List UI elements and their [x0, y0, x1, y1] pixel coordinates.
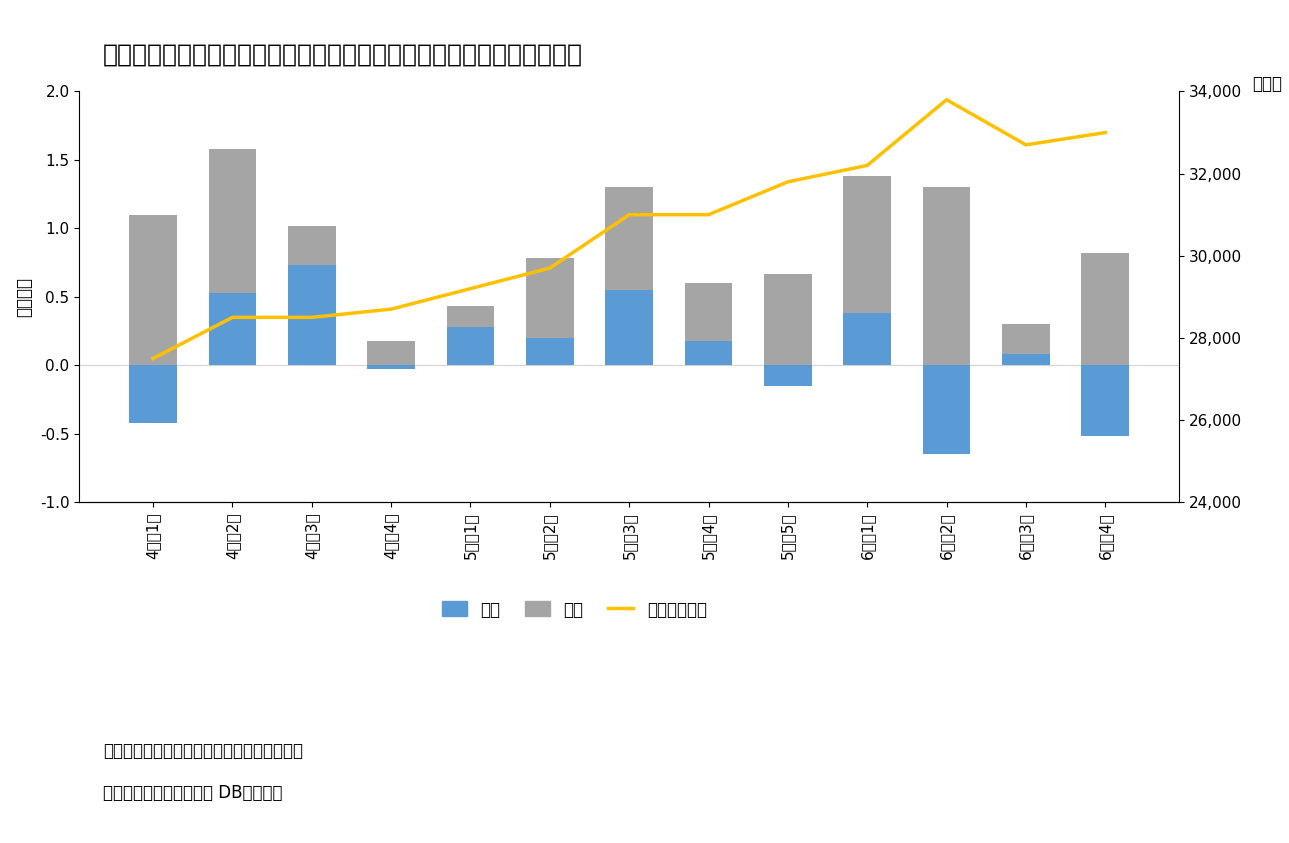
Bar — [447, 306, 494, 327]
Bar — [1002, 354, 1049, 365]
日経平均株価 — [780, 177, 795, 187]
Bar — [526, 259, 574, 338]
日経平均株価 — [383, 304, 398, 314]
Bar — [209, 293, 257, 365]
Bar — [129, 365, 177, 423]
Bar — [684, 341, 732, 365]
日経平均株価 — [860, 160, 875, 170]
日経平均株価 — [304, 312, 320, 322]
Text: 図表２　海外投資家は３カ月連続買い越しだが、利益確定売りの動きも: 図表２ 海外投資家は３カ月連続買い越しだが、利益確定売りの動きも — [103, 42, 583, 66]
Bar — [606, 187, 654, 290]
日経平均株価 — [938, 94, 954, 105]
Bar — [1081, 365, 1129, 437]
Line: 日経平均株価: 日経平均株価 — [153, 99, 1105, 358]
日経平均株価 — [1097, 127, 1112, 137]
Bar — [684, 283, 732, 341]
Bar — [129, 215, 177, 365]
Y-axis label: 〈円〉: 〈円〉 — [1252, 75, 1283, 93]
Bar — [287, 226, 335, 266]
Bar — [367, 341, 415, 365]
日経平均株価 — [543, 263, 558, 273]
Bar — [843, 314, 891, 365]
日経平均株価 — [224, 312, 240, 322]
Bar — [367, 365, 415, 369]
Bar — [923, 187, 971, 365]
Bar — [287, 266, 335, 365]
Bar — [1002, 325, 1049, 354]
Bar — [764, 365, 812, 386]
日経平均株価 — [146, 353, 161, 363]
Bar — [1081, 253, 1129, 365]
Y-axis label: 〈兆円〉: 〈兆円〉 — [15, 277, 34, 317]
Bar — [606, 290, 654, 365]
Text: （注）海外投資家の現物と先物の合計、週次: （注）海外投資家の現物と先物の合計、週次 — [103, 742, 303, 760]
Text: （資料）ニッセイ基礎研 DBから作成: （資料）ニッセイ基礎研 DBから作成 — [103, 784, 282, 802]
Bar — [447, 327, 494, 365]
日経平均株価 — [621, 210, 637, 220]
日経平均株価 — [463, 283, 478, 293]
Bar — [843, 176, 891, 314]
Bar — [923, 365, 971, 454]
Bar — [764, 273, 812, 365]
Bar — [526, 338, 574, 365]
Bar — [209, 149, 257, 293]
日経平均株価 — [701, 210, 717, 220]
Legend: 先物, 現物, 日経平均株価: 先物, 現物, 日経平均株価 — [434, 594, 713, 626]
日経平均株価 — [1018, 140, 1034, 150]
